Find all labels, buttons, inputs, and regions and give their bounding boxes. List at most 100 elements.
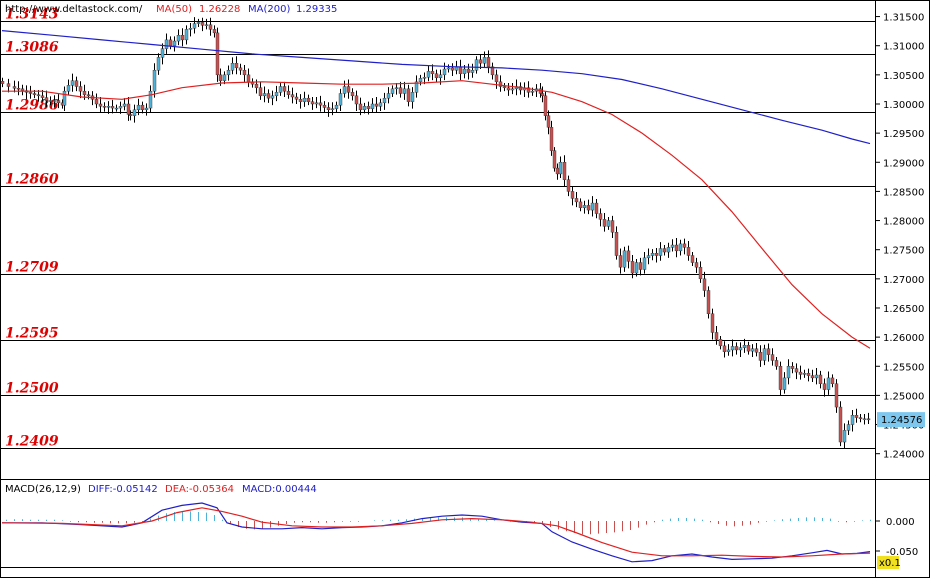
candle — [78, 81, 83, 99]
price-tick-label: 1.27000 — [883, 275, 924, 286]
candle — [302, 91, 307, 107]
candle — [670, 239, 675, 252]
level-label: 1.2709 — [5, 260, 59, 276]
candle — [114, 104, 119, 112]
candle — [40, 90, 45, 102]
price-tick-label: 1.29000 — [883, 158, 924, 169]
candle — [398, 81, 403, 98]
candle — [172, 36, 177, 52]
candle — [234, 56, 239, 75]
candle — [778, 361, 783, 396]
candle — [510, 83, 515, 95]
candle — [310, 97, 315, 110]
candle — [598, 208, 603, 227]
candle — [758, 345, 763, 367]
candle — [850, 409, 855, 432]
candle — [446, 64, 451, 73]
candle — [626, 245, 631, 269]
macd-dea: DEA:-0.05364 — [165, 484, 234, 495]
candle — [330, 102, 335, 116]
macd-tick-label: 0.000 — [886, 517, 915, 528]
macd-axis-ticks: 0.000 -0.050 — [875, 517, 918, 558]
candle — [838, 401, 843, 447]
candle — [230, 57, 235, 75]
candle — [738, 342, 743, 357]
candle — [192, 17, 197, 34]
ma200-value: 1.29335 — [296, 4, 337, 15]
candle — [160, 43, 165, 65]
candle — [482, 51, 487, 68]
candle — [806, 368, 811, 382]
candle — [126, 97, 131, 121]
candle — [350, 88, 355, 101]
candle — [20, 84, 25, 96]
candle — [66, 79, 71, 96]
candle — [602, 212, 607, 232]
macd-title: MACD(26,12,9) — [5, 484, 81, 495]
candle — [630, 254, 635, 279]
candle — [290, 87, 295, 104]
candle — [144, 103, 149, 116]
price-tick-label: 1.25000 — [883, 391, 924, 402]
candle — [770, 348, 775, 366]
level-label: 1.2986 — [5, 98, 59, 114]
candle — [208, 17, 213, 36]
candle — [846, 420, 851, 436]
source-url: http://www.deltastock.com/ — [5, 4, 143, 15]
candle — [606, 217, 611, 230]
candle — [36, 90, 41, 102]
price-tick-label: 1.31500 — [883, 13, 924, 24]
candle — [718, 335, 723, 350]
candle — [298, 94, 303, 109]
zoom-badge[interactable]: x0.1 — [877, 556, 901, 569]
candle — [566, 175, 571, 197]
candle — [562, 155, 567, 187]
candle — [506, 83, 511, 96]
candle — [278, 83, 283, 96]
level-label: 1.2595 — [5, 326, 59, 342]
candle — [132, 104, 137, 123]
candle — [474, 56, 479, 74]
candle — [549, 120, 554, 156]
candle — [406, 84, 411, 107]
candle — [362, 102, 367, 114]
candle — [358, 97, 363, 116]
candle — [434, 69, 439, 83]
candle — [48, 96, 53, 106]
candle — [374, 97, 379, 113]
candle — [188, 22, 193, 37]
candle — [834, 379, 839, 413]
candle — [152, 63, 157, 98]
candle — [486, 50, 491, 74]
candlesticks — [0, 17, 871, 449]
candle — [686, 240, 691, 261]
candle — [694, 257, 699, 274]
candle — [334, 101, 339, 113]
price-tick-label: 1.26000 — [883, 333, 924, 344]
candle — [164, 33, 169, 54]
candle — [502, 83, 507, 92]
candle — [702, 271, 707, 297]
candle — [826, 371, 831, 395]
candle — [176, 29, 181, 46]
candle — [442, 62, 447, 81]
candle — [128, 110, 133, 121]
ma50-label: MA(50) — [156, 4, 192, 15]
candle — [422, 72, 427, 85]
candle — [622, 246, 627, 272]
candle — [610, 215, 615, 239]
level-label: 1.2860 — [5, 172, 59, 188]
candle — [386, 87, 391, 104]
candle — [574, 192, 579, 208]
candle — [314, 97, 319, 109]
candle — [338, 88, 343, 111]
candle — [618, 248, 623, 274]
candle — [382, 92, 387, 110]
candle — [28, 85, 33, 99]
candle — [426, 65, 431, 82]
macd-lines — [1, 502, 871, 563]
candle — [16, 81, 21, 96]
macd-diff-line — [2, 502, 871, 563]
candle — [830, 374, 835, 388]
price-tick-label: 1.27500 — [883, 246, 924, 257]
